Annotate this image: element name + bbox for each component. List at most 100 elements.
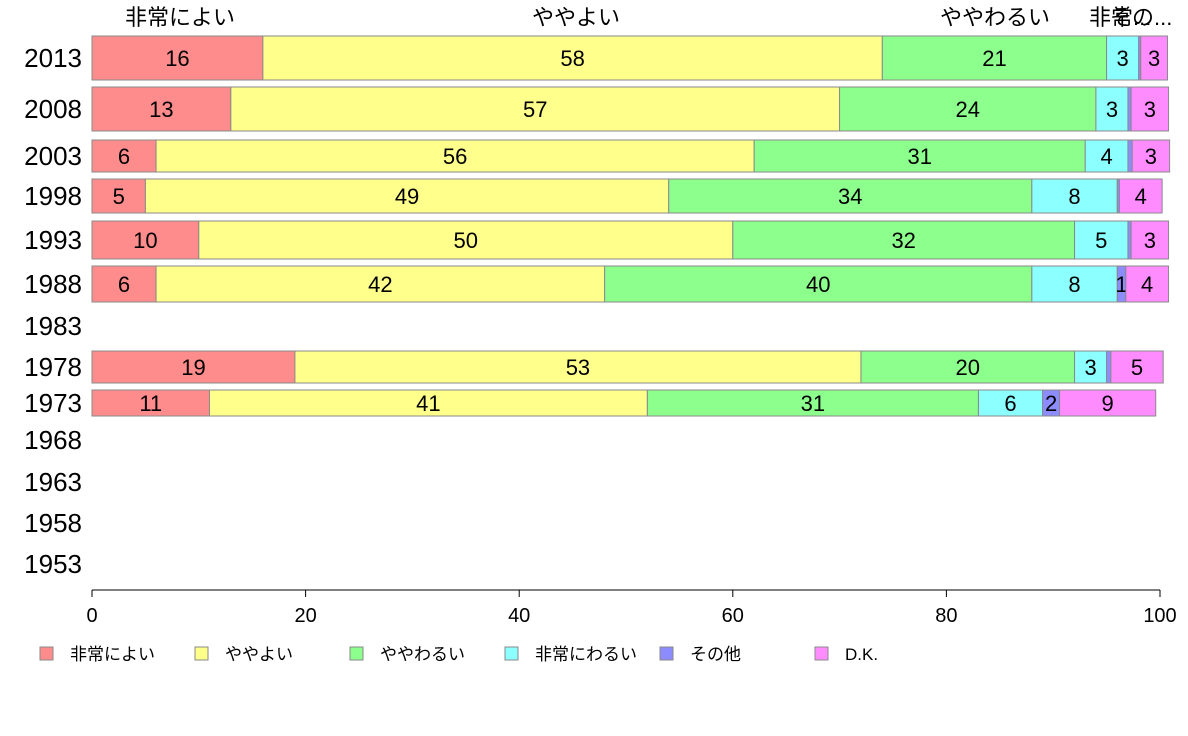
year-label-1993: 1993 <box>24 225 82 255</box>
legend: 非常によい ややよい ややわるい 非常にわるい その他 D.K. <box>39 645 878 664</box>
bar-2008-series-0 <box>91 86 232 132</box>
data-label-2013-series-5: 3 <box>1148 46 1160 71</box>
top-label-other: その... <box>1110 5 1172 30</box>
legend-label-1: ややよい <box>225 645 293 664</box>
bar-1988-series-3 <box>1031 265 1118 303</box>
data-label-1998-series-5: 4 <box>1135 184 1147 209</box>
bar-1973-series-2 <box>646 389 979 417</box>
bar-1988-series-1 <box>155 265 606 303</box>
bar-1978-series-5 <box>1110 350 1164 384</box>
legend-label-0: 非常によい <box>70 645 155 664</box>
data-label-2003-series-2: 31 <box>907 144 931 169</box>
data-label-2003-series-3: 4 <box>1100 144 1112 169</box>
legend-swatch-4 <box>659 646 674 661</box>
bar-2003-series-4 <box>1127 139 1133 173</box>
bar-1988-series-0 <box>91 265 157 303</box>
x-tick-label-80: 80 <box>935 605 957 627</box>
year-label-1953: 1953 <box>24 549 82 579</box>
data-label-1973-series-3: 6 <box>1004 391 1016 416</box>
data-label-1973-series-5: 9 <box>1102 391 1114 416</box>
data-label-1998-series-3: 8 <box>1068 184 1080 209</box>
year-label-1973: 1973 <box>24 388 82 418</box>
x-tick-label-60: 60 <box>722 605 744 627</box>
bar-2008-series-5 <box>1130 86 1170 132</box>
data-label-1988-series-4: 1 <box>1115 272 1127 297</box>
data-label-1973-series-1: 41 <box>416 391 440 416</box>
data-label-1973-series-0: 11 <box>139 391 162 416</box>
bar-1998-series-3 <box>1031 178 1118 214</box>
year-label-2008: 2008 <box>24 94 82 124</box>
column-header-labels: 非常によい ややよい ややわるい 非常... その... <box>125 5 1172 30</box>
bar-1998-series-0 <box>91 178 146 214</box>
legend-label-4: その他 <box>690 645 741 664</box>
data-label-1978-series-3: 3 <box>1084 355 1096 380</box>
bar-1978-series-0 <box>91 350 296 384</box>
bar-1988-series-2 <box>604 265 1033 303</box>
top-label-somewhat-good: ややよい <box>532 5 620 30</box>
bar-2003-series-1 <box>155 139 755 173</box>
bar-1998-series-5 <box>1118 178 1163 214</box>
bar-1973-series-3 <box>977 389 1044 417</box>
bar-1978-series-3 <box>1074 350 1108 384</box>
bar-1998-series-1 <box>144 178 670 214</box>
x-tick-label-100: 100 <box>1143 605 1176 627</box>
data-label-2003-series-0: 6 <box>118 144 130 169</box>
data-label-1998-series-0: 5 <box>113 184 125 209</box>
data-label-1988-series-5: 4 <box>1141 272 1153 297</box>
bar-1973-series-5 <box>1059 389 1157 417</box>
bar-1993-series-1 <box>198 220 734 260</box>
legend-label-5: D.K. <box>845 645 878 664</box>
data-label-1988-series-1: 42 <box>368 272 392 297</box>
data-label-2003-series-5: 3 <box>1145 144 1157 169</box>
x-tick-label-40: 40 <box>508 605 530 627</box>
bar-1978-series-1 <box>294 350 862 384</box>
data-label-2013-series-2: 21 <box>982 46 1006 71</box>
bar-2013-series-1 <box>262 35 883 81</box>
data-label-1978-series-5: 5 <box>1131 355 1143 380</box>
data-label-1988-series-3: 8 <box>1068 272 1080 297</box>
bar-1993-series-2 <box>732 220 1076 260</box>
data-label-2008-series-1: 57 <box>523 97 547 122</box>
bar-1978-series-4 <box>1106 350 1112 384</box>
bar-2013-series-3 <box>1106 35 1140 81</box>
data-label-2008-series-2: 24 <box>956 97 980 122</box>
data-label-1988-series-0: 6 <box>118 272 130 297</box>
data-label-1993-series-3: 5 <box>1095 228 1107 253</box>
data-label-1998-series-2: 34 <box>838 184 862 209</box>
bar-2003-series-2 <box>753 139 1086 173</box>
legend-swatch-5 <box>814 646 829 661</box>
bar-1993-series-5 <box>1130 220 1170 260</box>
bar-2013-series-0 <box>91 35 264 81</box>
bar-2003-series-0 <box>91 139 157 173</box>
bar-1988-series-5 <box>1125 265 1170 303</box>
data-label-1993-series-0: 10 <box>133 228 157 253</box>
bar-1993-series-3 <box>1074 220 1129 260</box>
year-label-1958: 1958 <box>24 508 82 538</box>
year-label-1998: 1998 <box>24 181 82 211</box>
x-tick-label-20: 20 <box>294 605 316 627</box>
bar-1978-series-2 <box>860 350 1076 384</box>
bar-1973-series-1 <box>208 389 648 417</box>
bar-1973-series-0 <box>91 389 210 417</box>
year-label-1963: 1963 <box>24 467 82 497</box>
bar-2003-series-5 <box>1131 139 1171 173</box>
data-label-1993-series-5: 3 <box>1144 228 1156 253</box>
data-label-1978-series-0: 19 <box>181 355 205 380</box>
year-label-1983: 1983 <box>24 311 82 341</box>
data-label-2003-series-1: 56 <box>443 144 467 169</box>
data-label-2013-series-1: 58 <box>560 46 584 71</box>
data-label-1988-series-2: 40 <box>806 272 830 297</box>
data-label-1973-series-2: 31 <box>801 391 825 416</box>
legend-swatch-1 <box>194 646 209 661</box>
data-label-2013-series-0: 16 <box>165 46 189 71</box>
top-label-very-good: 非常によい <box>125 5 235 30</box>
data-label-2008-series-3: 3 <box>1106 97 1118 122</box>
data-label-1993-series-2: 32 <box>891 228 915 253</box>
year-label-2013: 2013 <box>24 43 82 73</box>
x-tick-label-0: 0 <box>86 605 97 627</box>
top-label-somewhat-bad: ややわるい <box>940 5 1050 30</box>
data-label-1973-series-4: 2 <box>1045 391 1057 416</box>
bar-2008-series-2 <box>839 86 1097 132</box>
bar-2003-series-3 <box>1084 139 1129 173</box>
y-axis-labels: 2013 2008 2003 1998 1993 1988 1983 1978 1973 1968… <box>24 43 82 579</box>
